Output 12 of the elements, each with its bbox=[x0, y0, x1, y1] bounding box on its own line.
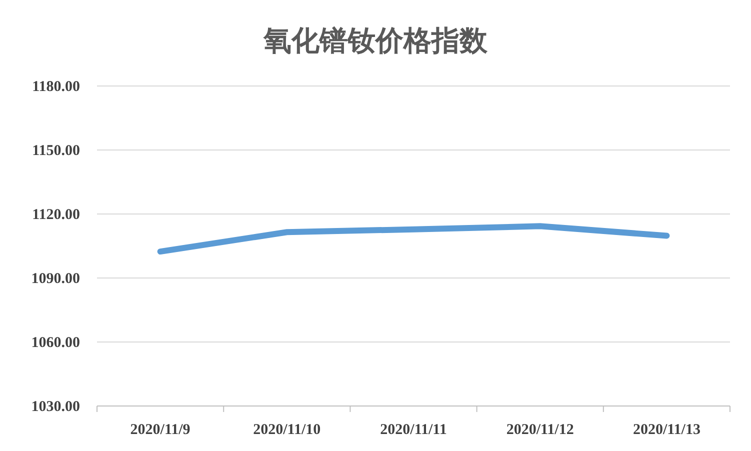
y-tick-label: 1090.00 bbox=[31, 271, 80, 287]
x-tick-label: 2020/11/9 bbox=[130, 422, 190, 438]
chart-title: 氧化镨钕价格指数 bbox=[262, 24, 488, 57]
y-tick-label: 1120.00 bbox=[32, 207, 80, 223]
y-tick-label: 1180.00 bbox=[32, 79, 80, 95]
y-tick-label: 1150.00 bbox=[32, 143, 80, 159]
x-tick-label: 2020/11/12 bbox=[506, 422, 574, 438]
x-tick-label: 2020/11/13 bbox=[632, 422, 700, 438]
x-tick-label: 2020/11/11 bbox=[380, 422, 447, 438]
y-tick-label: 1030.00 bbox=[31, 399, 80, 415]
y-tick-label: 1060.00 bbox=[31, 335, 80, 351]
x-tick-label: 2020/11/10 bbox=[253, 422, 321, 438]
